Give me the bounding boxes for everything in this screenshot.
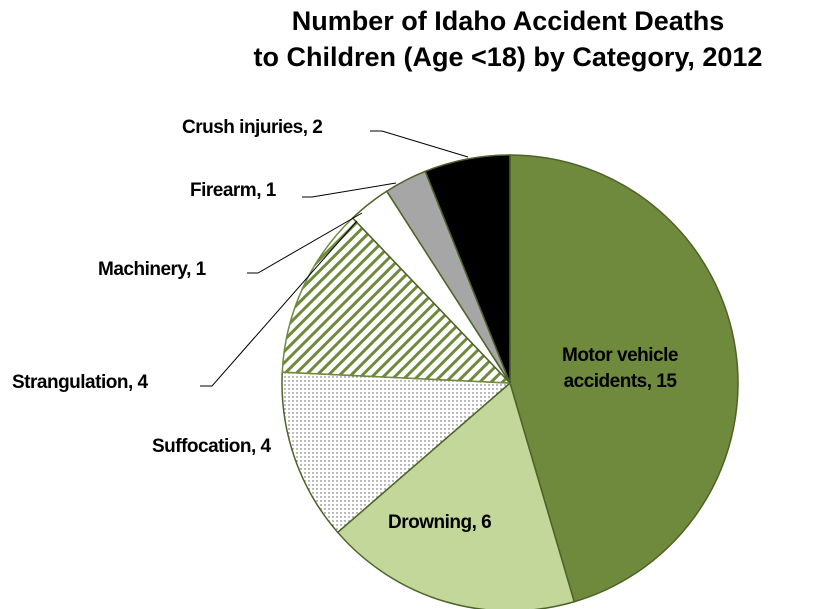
- data-label: Suffocation, 4: [152, 436, 271, 457]
- data-label: Strangulation, 4: [12, 372, 148, 393]
- pie-slice: [336, 381, 576, 609]
- data-label: Motor vehicle accidents, 15: [562, 345, 678, 392]
- leader-line: [247, 212, 363, 274]
- data-label: Machinery, 1: [98, 259, 206, 280]
- pie-slice: [281, 216, 512, 384]
- data-label: Crush injuries, 2: [182, 117, 323, 138]
- chart-title: to Children (Age <18) by Category, 2012: [253, 42, 763, 72]
- chart-title: Number of Idaho Accident Deaths: [291, 6, 725, 36]
- leader-line: [302, 182, 397, 198]
- data-label: Drowning, 6: [388, 512, 492, 533]
- leader-line: [200, 220, 358, 387]
- pie-slice: [509, 154, 739, 603]
- pie-slice: [424, 154, 511, 384]
- data-label: Firearm, 1: [190, 180, 276, 201]
- pie-slice: [281, 371, 512, 534]
- leader-line: [370, 130, 469, 158]
